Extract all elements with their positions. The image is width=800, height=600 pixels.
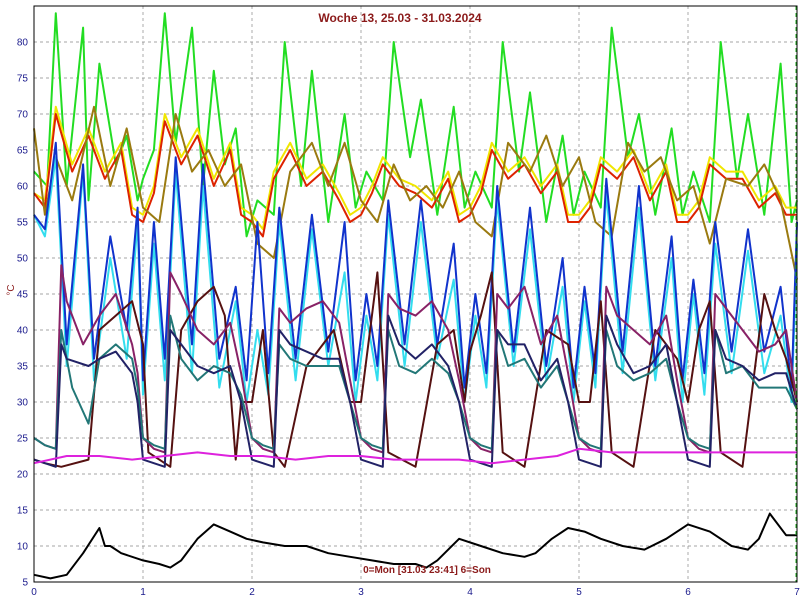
y-tick-label: 55 (17, 218, 29, 229)
series-line-5 (33, 156, 798, 403)
series-line-1 (33, 12, 798, 238)
y-tick-label: 5 (22, 578, 28, 589)
series-line-9 (33, 314, 798, 450)
y-tick-label: 60 (17, 182, 29, 193)
y-tick-label: 75 (17, 74, 29, 85)
y-tick-label: 80 (17, 38, 29, 49)
plot-frame (33, 5, 798, 583)
series-line-4 (33, 105, 798, 280)
chart-footer: 0=Mon [31.03 23:41] 6=Son (363, 565, 491, 576)
x-tick-label: 0 (31, 587, 37, 598)
y-tick-label: 15 (17, 506, 29, 517)
y-tick-label: 25 (17, 434, 29, 445)
x-tick-label: 3 (358, 587, 364, 598)
series-line-12 (33, 512, 797, 580)
y-tick-label: 10 (17, 542, 29, 553)
y-tick-label: 30 (17, 398, 29, 409)
series-line-3 (33, 113, 797, 238)
y-tick-label: 40 (17, 326, 29, 337)
series-line-2 (33, 105, 797, 231)
y-tick-label: 35 (17, 362, 29, 373)
y-tick-label: 50 (17, 254, 29, 265)
x-tick-label: 6 (685, 587, 691, 598)
series-lines (33, 12, 798, 580)
y-tick-label: 70 (17, 110, 29, 121)
x-tick-label: 7 (794, 587, 800, 598)
series-line-7 (33, 271, 798, 468)
x-tick-label: 5 (576, 587, 582, 598)
y-tick-label: 65 (17, 146, 29, 157)
series-line-10 (33, 314, 798, 468)
x-tick-label: 1 (140, 587, 146, 598)
y-axis-label: °C (6, 284, 17, 295)
x-tick-label: 2 (249, 587, 255, 598)
series-line-8 (33, 264, 798, 454)
x-tick-label: 4 (467, 587, 473, 598)
series-line-6 (33, 141, 798, 389)
chart-title: Woche 13, 25.03 - 31.03.2024 (318, 11, 482, 25)
y-tick-label: 20 (17, 470, 29, 481)
y-tick-label: 45 (17, 290, 29, 301)
series-line-11 (33, 447, 797, 465)
